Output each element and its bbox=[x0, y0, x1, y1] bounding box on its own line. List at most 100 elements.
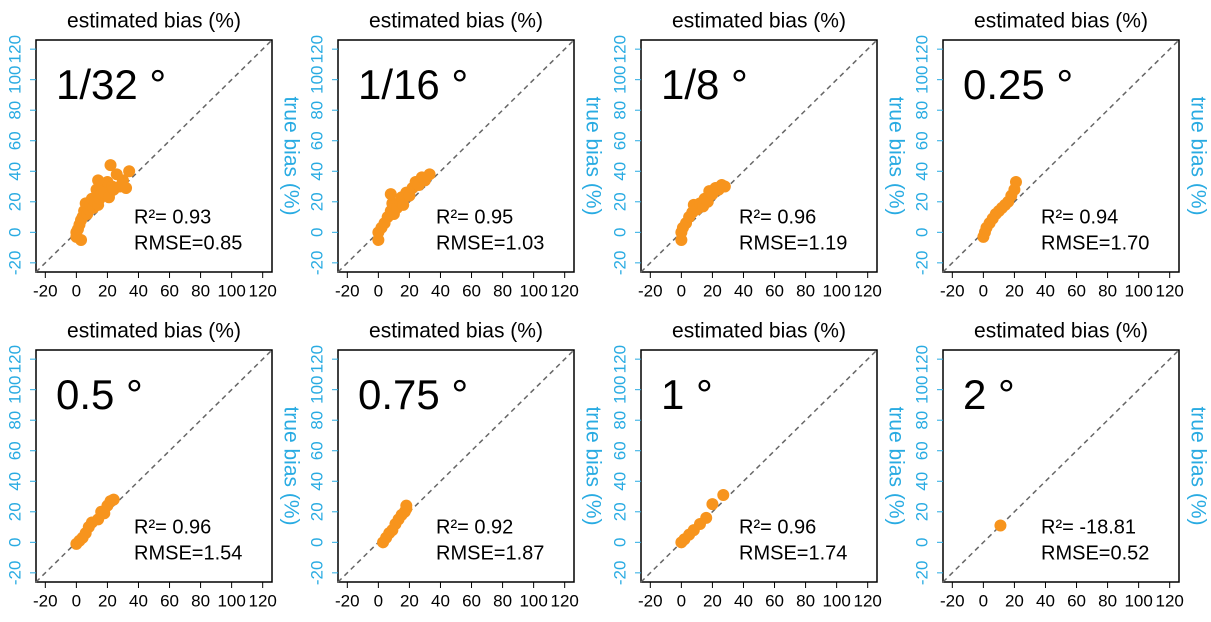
x-axis-title: estimated bias (%) bbox=[67, 10, 241, 33]
point bbox=[423, 168, 436, 181]
panel: -20 0 20 40 60 80 100 120-20020406080100120esti… bbox=[307, 10, 604, 301]
x-tick-label: 80 bbox=[796, 591, 815, 610]
x-tick-label: 20 bbox=[400, 281, 419, 300]
x-tick-label: 60 bbox=[765, 281, 784, 300]
x-tick-label: 40 bbox=[129, 591, 148, 610]
r2-annotation: R²= 0.95 bbox=[436, 206, 513, 228]
y-axis-title: true bias (%) bbox=[1186, 96, 1209, 215]
panel: -20 0 20 40 60 80 100 120-20020406080100120esti… bbox=[610, 320, 907, 611]
y-tick-label: -20 bbox=[610, 251, 629, 276]
panel-label: 1/32 ° bbox=[56, 61, 166, 108]
y-tick-label: 120 bbox=[912, 35, 931, 63]
y-tick-label: -20 bbox=[912, 251, 931, 276]
x-tick-label: 80 bbox=[191, 281, 210, 300]
x-tick-label: 100 bbox=[519, 281, 547, 300]
y-tick-label: 100 bbox=[307, 65, 326, 93]
r2-annotation: R²= 0.96 bbox=[739, 516, 816, 538]
y-tick-label: 60 bbox=[5, 441, 24, 460]
y-tick-label: 40 bbox=[610, 472, 629, 491]
plot-frame bbox=[640, 349, 878, 583]
identity-line bbox=[942, 349, 1180, 583]
x-tick-label: 120 bbox=[550, 281, 578, 300]
point bbox=[397, 198, 410, 211]
y-tick-label: -20 bbox=[912, 561, 931, 586]
y-axis-title: true bias (%) bbox=[581, 406, 604, 525]
y-tick-label: 40 bbox=[307, 162, 326, 181]
rmse-annotation: RMSE=1.19 bbox=[739, 232, 847, 254]
y-tick-label: 100 bbox=[5, 375, 24, 403]
x-axis-title: estimated bias (%) bbox=[369, 10, 543, 33]
y-tick-label: 100 bbox=[5, 65, 24, 93]
point bbox=[75, 233, 88, 246]
y-tick-label: 20 bbox=[5, 502, 24, 521]
y-tick-label: 80 bbox=[912, 101, 931, 120]
x-tick-label: 60 bbox=[1067, 281, 1086, 300]
y-tick-label: 40 bbox=[610, 162, 629, 181]
point bbox=[92, 174, 105, 187]
y-tick-label: 80 bbox=[307, 101, 326, 120]
x-tick-label: 20 bbox=[1005, 591, 1024, 610]
y-tick-label: 20 bbox=[307, 192, 326, 211]
panel: -20 0 20 40 60 80 100 120-20020406080100120esti… bbox=[610, 10, 907, 301]
x-tick-label: 100 bbox=[217, 281, 245, 300]
x-tick-label: 100 bbox=[217, 591, 245, 610]
y-tick-label: 0 bbox=[307, 538, 326, 547]
x-tick-label: 60 bbox=[765, 591, 784, 610]
x-tick-label: 60 bbox=[462, 591, 481, 610]
point bbox=[104, 159, 117, 172]
x-tick-label: 100 bbox=[822, 591, 850, 610]
y-tick-label: 60 bbox=[610, 131, 629, 150]
x-tick-label: 20 bbox=[400, 591, 419, 610]
y-tick-label: 20 bbox=[912, 502, 931, 521]
rmse-annotation: RMSE=1.03 bbox=[436, 232, 544, 254]
y-tick-label: -20 bbox=[307, 561, 326, 586]
y-tick-label: 0 bbox=[912, 228, 931, 237]
x-tick-label: -20 bbox=[638, 591, 663, 610]
y-tick-label: 80 bbox=[912, 411, 931, 430]
panel-label: 2 ° bbox=[963, 371, 1015, 418]
r2-annotation: R²= 0.93 bbox=[134, 206, 211, 228]
x-tick-label: 120 bbox=[853, 281, 881, 300]
x-tick-label: 80 bbox=[493, 591, 512, 610]
x-tick-label: 40 bbox=[734, 281, 753, 300]
y-tick-label: 20 bbox=[610, 192, 629, 211]
y-tick-label: 100 bbox=[912, 375, 931, 403]
y-tick-label: 0 bbox=[912, 538, 931, 547]
x-tick-label: 120 bbox=[853, 591, 881, 610]
x-tick-label: 0 bbox=[677, 591, 686, 610]
y-tick-label: 60 bbox=[610, 441, 629, 460]
y-tick-label: -20 bbox=[5, 561, 24, 586]
x-tick-label: -20 bbox=[940, 591, 965, 610]
y-tick-label: 20 bbox=[5, 192, 24, 211]
x-tick-label: 60 bbox=[160, 591, 179, 610]
y-tick-label: 20 bbox=[610, 502, 629, 521]
rmse-annotation: RMSE=1.54 bbox=[134, 542, 242, 564]
r2-annotation: R²= 0.94 bbox=[1041, 206, 1118, 228]
x-tick-label: 0 bbox=[374, 591, 383, 610]
y-tick-label: 120 bbox=[307, 345, 326, 373]
y-tick-label: 40 bbox=[912, 472, 931, 491]
x-tick-label: 20 bbox=[98, 281, 117, 300]
point bbox=[717, 489, 730, 501]
x-tick-label: 0 bbox=[677, 281, 686, 300]
x-tick-label: 40 bbox=[431, 591, 450, 610]
x-tick-label: 120 bbox=[248, 281, 276, 300]
point bbox=[1009, 175, 1022, 188]
plot-frame bbox=[337, 349, 575, 583]
y-tick-label: 120 bbox=[610, 35, 629, 63]
point bbox=[994, 519, 1007, 532]
plot-frame bbox=[942, 349, 1180, 583]
rmse-annotation: RMSE=0.52 bbox=[1041, 542, 1149, 564]
x-tick-label: -20 bbox=[940, 281, 965, 300]
x-tick-label: -20 bbox=[335, 281, 360, 300]
plot-frame bbox=[640, 39, 878, 273]
plot-frame bbox=[35, 349, 273, 583]
x-tick-label: 100 bbox=[1124, 281, 1152, 300]
y-tick-label: 60 bbox=[307, 441, 326, 460]
panel: -20 0 20 40 60 80 100 120-20020406080100120esti… bbox=[5, 320, 302, 611]
r2-annotation: R²= 0.92 bbox=[436, 516, 513, 538]
y-tick-label: 80 bbox=[307, 411, 326, 430]
x-axis-title: estimated bias (%) bbox=[369, 320, 543, 343]
y-tick-label: 40 bbox=[912, 162, 931, 181]
x-tick-label: 120 bbox=[248, 591, 276, 610]
